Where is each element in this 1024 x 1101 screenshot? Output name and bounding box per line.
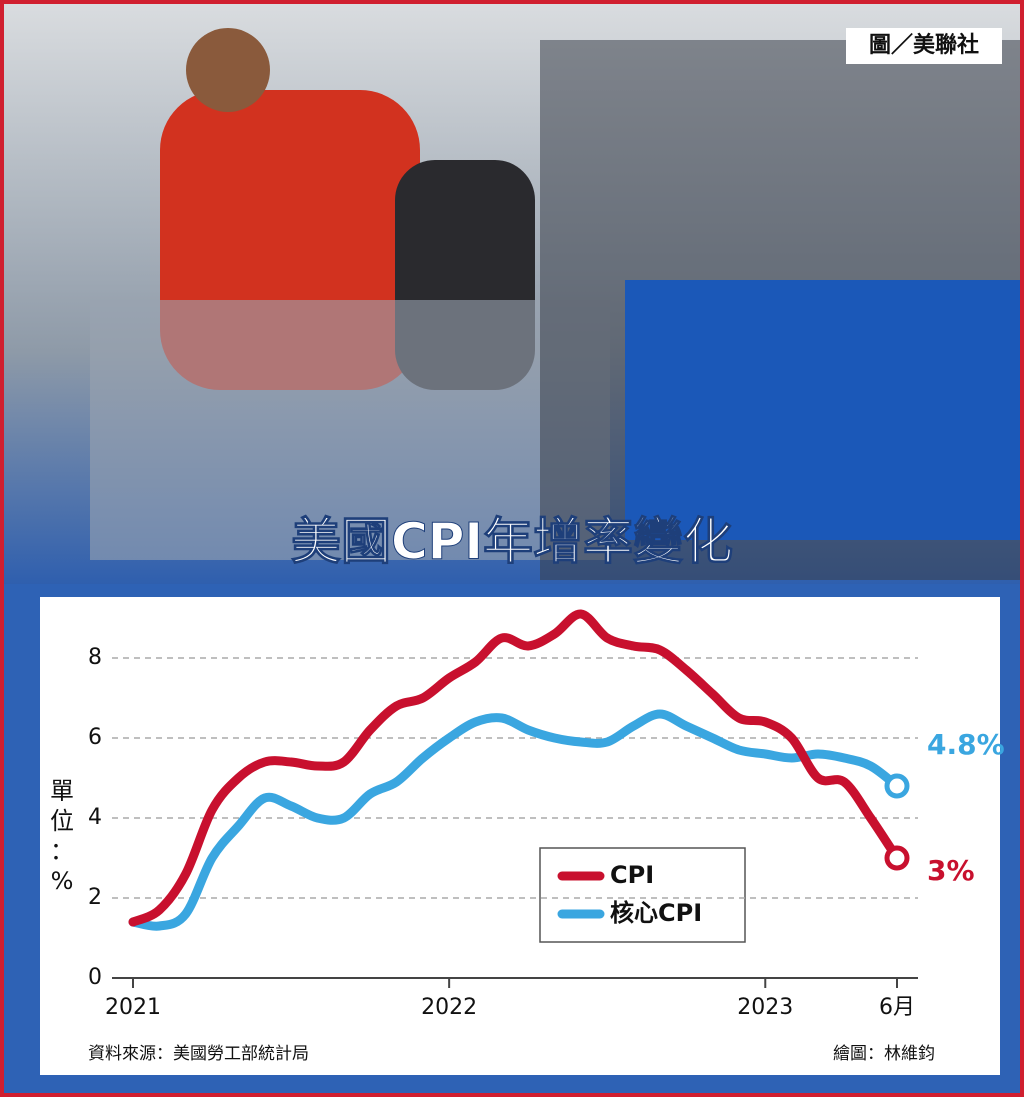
chart-panel xyxy=(40,597,1000,1075)
photo: 圖／美聯社 xyxy=(4,4,1020,584)
y-axis-label: 單位：% xyxy=(50,777,74,895)
value-label: 3% xyxy=(927,854,975,887)
line xyxy=(128,709,902,931)
end-marker xyxy=(884,773,910,799)
photo-sign xyxy=(625,280,1020,540)
credit-bg xyxy=(846,28,1002,64)
end-marker xyxy=(884,845,910,871)
chart-title: 美國CPI年增率變化 xyxy=(291,513,733,571)
photo-head xyxy=(186,28,270,112)
y-tick-label: 4 xyxy=(88,805,102,830)
y-axis-label-char: % xyxy=(51,867,74,895)
y-tick-label: 0 xyxy=(88,965,102,990)
y-tick-label: 8 xyxy=(88,645,102,670)
x-tick-label: 2023 xyxy=(737,995,793,1020)
photo-credit: 圖／美聯社 xyxy=(869,32,979,58)
y-tick-label: 2 xyxy=(88,885,102,910)
y-axis-label-char: ： xyxy=(50,837,74,865)
x-tick-label: 2021 xyxy=(105,995,161,1020)
x-tick-label: 6月 xyxy=(879,995,915,1020)
x-tick-label: 2022 xyxy=(421,995,477,1020)
y-tick-label: 6 xyxy=(88,725,102,750)
source: 資料來源：美國勞工部統計局 xyxy=(88,1044,309,1064)
credit: 繪圖：林維鈞 xyxy=(833,1044,935,1064)
legend-label: 核心CPI xyxy=(610,899,702,927)
y-axis-label-char: 位 xyxy=(50,807,74,835)
legend xyxy=(539,847,746,943)
value-label: 4.8% xyxy=(927,728,1005,761)
photo-cart xyxy=(90,300,610,560)
line xyxy=(128,609,902,927)
legend-label: CPI xyxy=(610,861,654,889)
y-axis-label-char: 單 xyxy=(50,777,74,805)
